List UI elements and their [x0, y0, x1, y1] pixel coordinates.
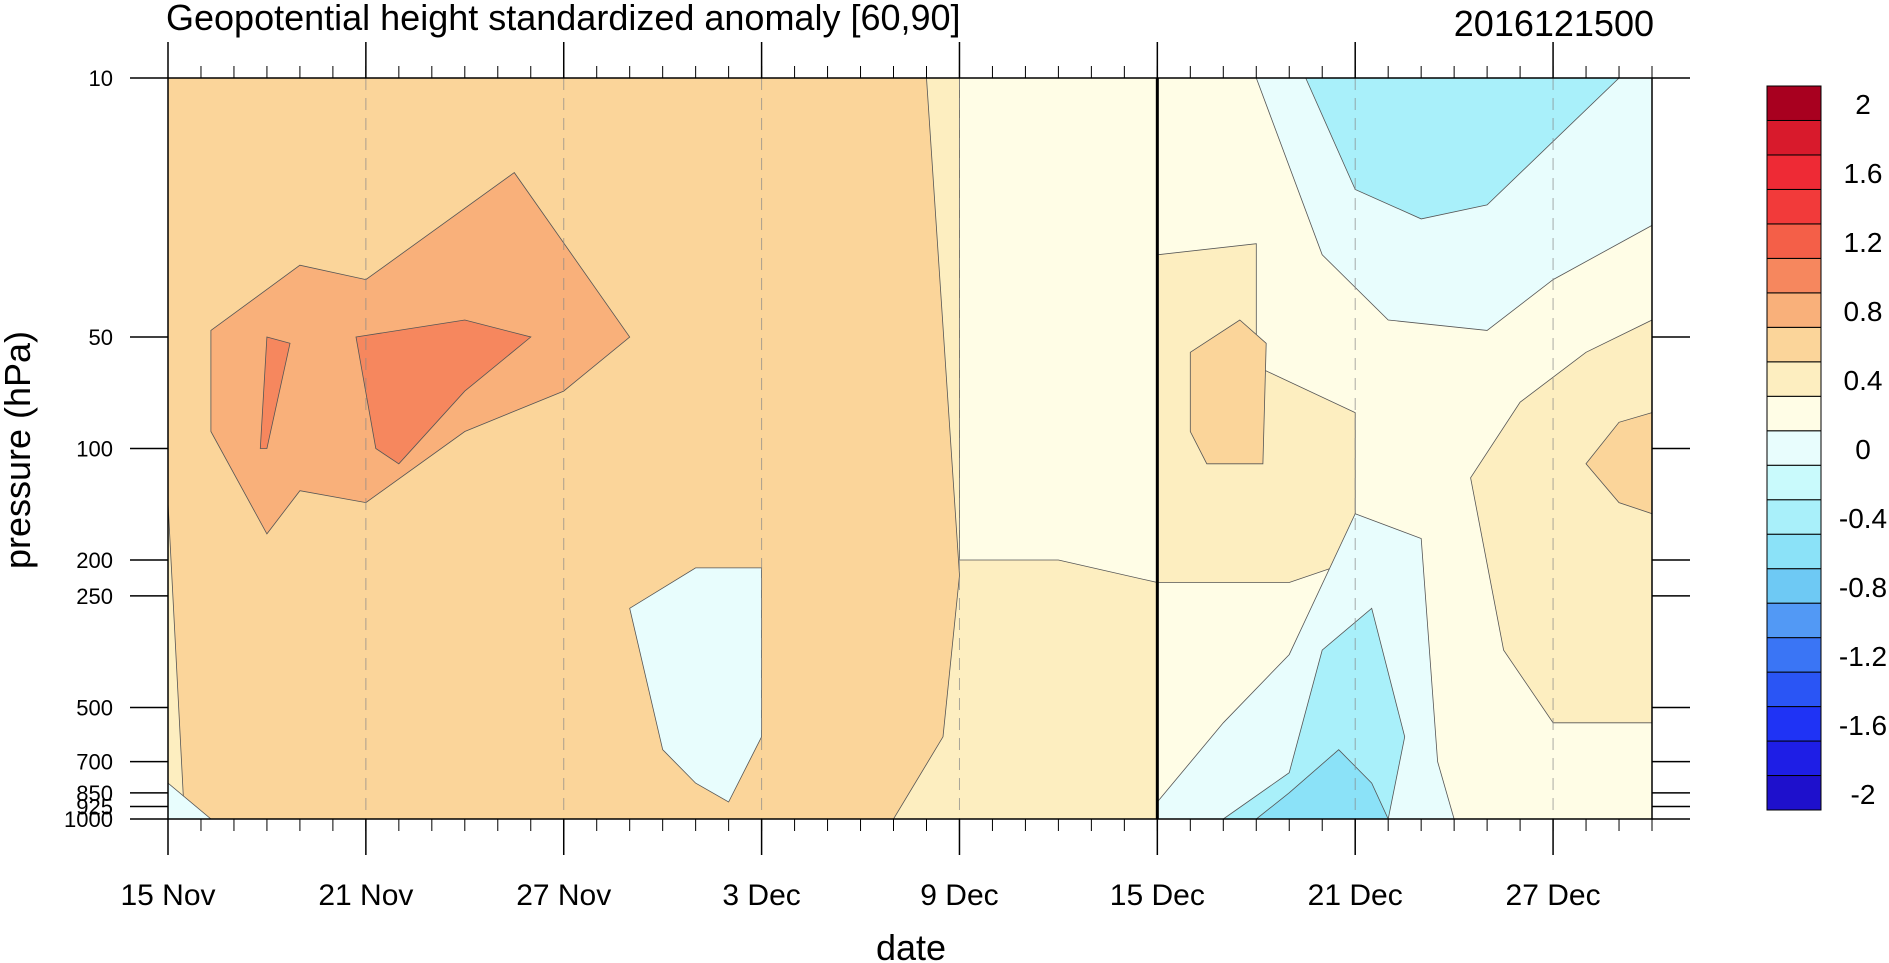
colorbar-swatch — [1766, 499, 1822, 535]
x-tick-label: 9 Dec — [920, 879, 998, 912]
colorbar-swatch — [1766, 326, 1822, 363]
colorbar-label: -1.6 — [1839, 710, 1887, 741]
chart-title: Geopotential height standardized anomaly… — [166, 0, 961, 38]
colorbar-swatch — [1766, 188, 1822, 225]
colorbar-label: -2 — [1851, 779, 1876, 810]
colorbar-swatch — [1766, 568, 1822, 604]
colorbar-swatch — [1766, 430, 1822, 466]
y-tick-label: 200 — [76, 548, 113, 573]
y-tick-label: 100 — [76, 437, 113, 462]
colorbar: -2 -1.6 -1.2 -0.8 -0.4 0 0.4 0.8 1.2 1.6 2 — [1766, 85, 1887, 811]
colorbar-label: 0.4 — [1844, 365, 1883, 396]
x-tick-label: 15 Dec — [1110, 879, 1205, 912]
x-tick-label: 27 Nov — [516, 879, 611, 912]
chart-date-stamp: 2016121500 — [1454, 3, 1654, 44]
x-tick-label: 27 Dec — [1506, 879, 1601, 912]
y-tick-label: 850 — [76, 781, 113, 806]
colorbar-swatch — [1766, 740, 1822, 777]
y-tick-label: 500 — [76, 695, 113, 720]
colorbar-label: -0.8 — [1839, 572, 1887, 603]
colorbar-label: 0 — [1855, 434, 1871, 465]
colorbar-swatch — [1766, 533, 1822, 570]
x-axis-ticks: 15 Nov 21 Nov 27 Nov 3 Dec 9 Dec 15 Dec 21 Dec… — [120, 42, 1653, 912]
anomaly-regions — [167, 77, 1653, 820]
colorbar-swatch — [1766, 637, 1822, 673]
colorbar-swatch — [1766, 292, 1822, 328]
date-gridlines — [365, 78, 1554, 819]
x-tick-label: 3 Dec — [722, 879, 800, 912]
y-tick-label: 50 — [89, 325, 113, 350]
colorbar-label: 2 — [1855, 89, 1871, 120]
colorbar-label: -0.4 — [1839, 503, 1887, 534]
x-axis-label: date — [876, 927, 946, 963]
colorbar-label: 1.2 — [1844, 227, 1883, 258]
colorbar-label: 1.6 — [1844, 158, 1883, 189]
colorbar-label: -1.2 — [1839, 641, 1887, 672]
colorbar-swatch — [1766, 119, 1822, 156]
y-tick-label: 700 — [76, 750, 113, 775]
colorbar-swatch — [1766, 671, 1822, 708]
colorbar-swatch — [1766, 602, 1822, 639]
y-tick-label: 925 — [76, 794, 113, 819]
colorbar-swatch — [1766, 395, 1822, 432]
anomaly-region — [355, 319, 532, 465]
colorbar-swatch — [1766, 154, 1822, 190]
colorbar-swatch — [1766, 85, 1822, 121]
anomaly-region — [1189, 319, 1267, 465]
anomaly-region — [629, 567, 762, 803]
y-axis-label: pressure (hPa) — [0, 331, 38, 569]
anomaly-region — [1470, 319, 1653, 724]
colorbar-label: 0.8 — [1844, 296, 1883, 327]
y-tick-label: 10 — [89, 66, 113, 91]
y-tick-label: 250 — [76, 584, 113, 609]
colorbar-swatch — [1766, 223, 1822, 259]
anomaly-region — [259, 336, 291, 449]
x-tick-label: 21 Dec — [1308, 879, 1403, 912]
x-tick-label: 15 Nov — [120, 879, 215, 912]
colorbar-swatch — [1766, 257, 1822, 294]
colorbar-swatch — [1766, 361, 1822, 397]
colorbar-swatch — [1766, 706, 1822, 742]
y-tick-label: 1000 — [64, 807, 113, 832]
x-tick-label: 21 Nov — [318, 879, 413, 912]
colorbar-swatch — [1766, 464, 1822, 501]
colorbar-swatch — [1766, 775, 1822, 811]
